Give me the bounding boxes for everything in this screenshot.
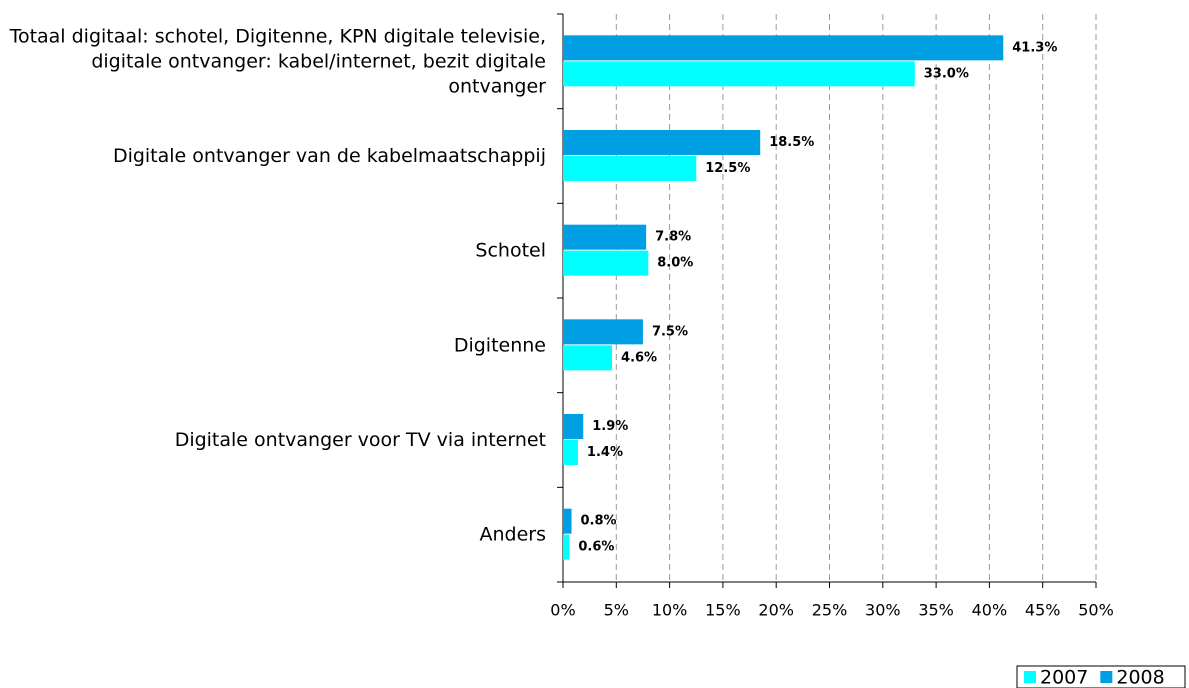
x-tick-label: 40% [972,601,1008,620]
value-label: 8.0% [657,256,693,271]
y-tick-label: Schotel [475,239,546,261]
bar [563,156,697,181]
x-tick-label: 25% [812,601,848,620]
x-tick-label: 15% [705,601,741,620]
value-label: 7.5% [652,324,688,339]
bar [563,319,643,345]
legend: 2007 2008 [1016,665,1186,688]
x-tick-label: 5% [604,601,629,620]
value-label: 0.8% [581,514,617,529]
bar [563,35,1004,61]
bar [563,130,761,155]
bar [563,508,572,534]
x-tick-label: 50% [1078,601,1114,620]
bar [563,224,647,250]
y-tick-label: Anders [480,523,547,545]
legend-swatch [1100,671,1113,683]
value-label: 1.9% [592,419,628,434]
y-tick-label: Totaal digitaal: schotel, Digitenne, KPN… [9,25,547,97]
value-label: 18.5% [769,135,814,150]
y-tick-label: Digitenne [454,334,546,356]
value-label: 0.6% [578,540,614,555]
value-label: 33.0% [924,66,969,81]
bar [563,345,613,371]
x-tick-label: 30% [865,601,901,620]
bar [563,440,578,465]
value-label: 1.4% [587,445,623,460]
bar [563,250,649,276]
bar [563,61,915,87]
x-tick-label: 35% [918,601,954,620]
bar [563,414,584,439]
value-label: 41.3% [1012,40,1057,55]
y-tick-label: Digitale ontvanger van de kabelmaatschap… [113,145,546,167]
value-label: 7.8% [655,230,691,245]
x-tick-label: 10% [652,601,688,620]
x-tick-label: 20% [758,601,794,620]
value-label: 4.6% [621,350,657,365]
value-label: 12.5% [705,161,750,176]
x-tick-label: 0% [550,601,575,620]
y-tick-label: Digitale ontvanger voor TV via internet [175,429,546,451]
x-tick-label: 45% [1025,601,1061,620]
bar [563,534,570,560]
legend-label: 2007 [1040,667,1088,688]
legend-swatch [1024,671,1036,683]
legend-label: 2008 [1116,667,1164,688]
